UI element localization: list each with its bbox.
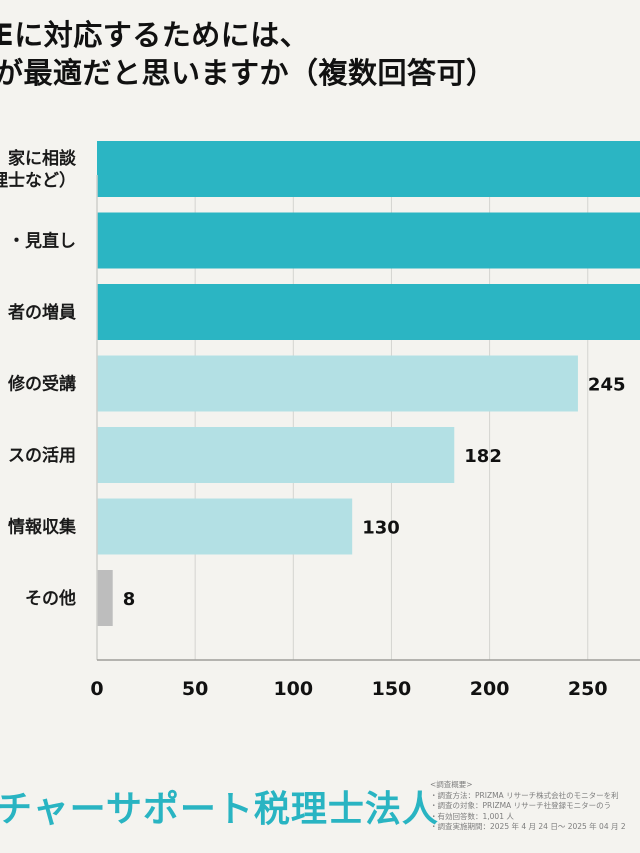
category-label: 情報収集 <box>8 517 77 538</box>
bar <box>97 498 353 555</box>
brand-name: チャーサポート税理士法人 <box>0 789 439 830</box>
x-tick-label: 0 <box>90 678 103 700</box>
bar <box>97 212 640 269</box>
survey-notes-line: ・調査方法：PRIZMA リサーチ株式会社のモニターを利 <box>430 790 619 800</box>
value-label: 245 <box>588 375 626 396</box>
x-tick-label: 100 <box>273 678 313 700</box>
value-label: 130 <box>362 518 400 539</box>
title-line-2: が最適だと思いますか（複数回答可） <box>0 56 496 90</box>
bar <box>97 141 640 197</box>
survey-notes: <調査概要> ・調査方法：PRIZMA リサーチ株式会社のモニターを利 ・調査の… <box>430 780 640 833</box>
bar <box>97 355 578 412</box>
x-tick-label: 250 <box>568 678 608 700</box>
category-label: 家に相談理士など） <box>0 148 77 191</box>
x-tick-label: 150 <box>372 678 412 700</box>
survey-notes-line: ・調査の対象：PRIZMA リサーチ社登録モニターのう <box>430 801 612 810</box>
category-label: その他 <box>25 588 76 609</box>
survey-notes-heading: <調査概要> <box>430 780 473 789</box>
value-label: 8 <box>123 589 136 610</box>
title-line-1: Eに対応するためには、 <box>0 18 310 52</box>
value-label: 182 <box>464 446 502 467</box>
bar <box>97 570 113 626</box>
category-label: 修の受講 <box>7 374 76 395</box>
category-label: スの活用 <box>8 445 76 466</box>
x-tick-label: 200 <box>470 678 510 700</box>
category-label: 者の増員 <box>7 302 76 323</box>
chart-title: Eに対応するためには、 が最適だと思いますか（複数回答可） <box>0 16 640 92</box>
survey-notes-line: ・有効回答数：1,001 人 <box>430 811 514 821</box>
bar <box>97 427 455 483</box>
category-label: ・見直し <box>8 231 76 252</box>
survey-notes-line: ・調査実施期間：2025 年 4 月 24 日～ 2025 年 04 月 2 <box>430 822 626 831</box>
bar <box>97 284 640 340</box>
x-tick-label: 50 <box>182 678 208 700</box>
